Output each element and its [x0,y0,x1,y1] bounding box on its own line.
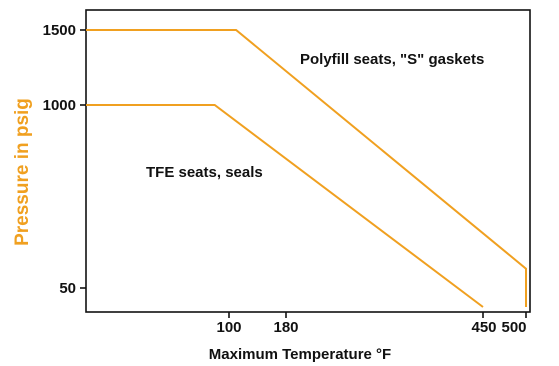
x-axis-title: Maximum Temperature °F [209,346,391,363]
x-tick-label-100: 100 [216,319,241,336]
x-tick-label-500: 500 [501,319,526,336]
y-tick-label-50: 50 [59,280,76,297]
y-tick-label-1000: 1000 [43,97,76,114]
y-axis-title: Pressure in psig [12,98,33,246]
y-tick-label-1500: 1500 [43,22,76,39]
x-tick-label-450: 450 [471,319,496,336]
series-label-tfe-seats: TFE seats, seals [146,164,263,181]
series-label-polyfill-seats: Polyfill seats, "S" gaskets [300,51,484,68]
series-line-polyfill-seats [86,29,527,307]
x-tick-label-180: 180 [273,319,298,336]
plot-frame [85,9,531,313]
series-line-tfe-seats [86,104,484,308]
